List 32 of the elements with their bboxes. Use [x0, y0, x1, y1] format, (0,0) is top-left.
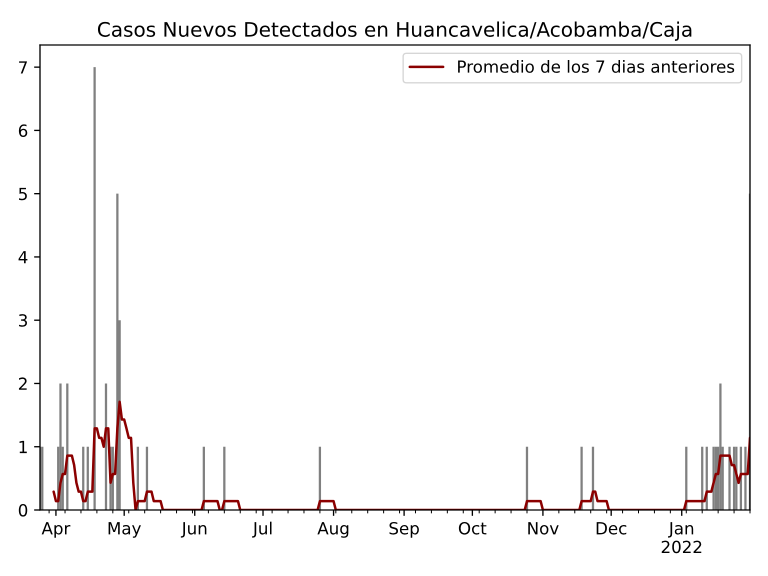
y-tick-label: 5 — [19, 188, 27, 200]
bar — [82, 446, 84, 510]
bar — [223, 446, 226, 510]
y-tick-label: 0 — [18, 504, 28, 517]
bar — [136, 446, 139, 510]
legend-label: Promedio de los 7 dias anteriores — [458, 60, 734, 73]
y-tick-label: 2 — [18, 377, 27, 390]
line-series — [52, 400, 750, 510]
x-tick-label: Dec — [596, 522, 626, 535]
bar — [112, 446, 114, 510]
x-tick-label: May — [108, 522, 141, 538]
bar — [701, 446, 704, 510]
bar — [93, 67, 96, 510]
x-tick-label: Oct — [458, 522, 486, 535]
x-tick-label: Apr — [42, 522, 70, 538]
y-tick-label: 3 — [19, 314, 27, 327]
bar — [685, 446, 688, 510]
bar — [86, 446, 89, 510]
bar — [202, 446, 205, 510]
y-tick-label: 7 — [19, 61, 27, 74]
x-tick-label: Aug — [317, 522, 348, 538]
x-tick-label: Jan 2022 — [662, 522, 702, 554]
chart-title: Casos Nuevos Detectados en Huancavelica/Acobamba/Caja — [98, 21, 692, 41]
x-tick-label: Jun — [180, 522, 206, 538]
bar — [706, 446, 708, 510]
x-tick-label: Sep — [389, 522, 419, 538]
x-tick-label: Nov — [528, 522, 559, 535]
bar — [66, 383, 68, 510]
y-tick-label: 4 — [18, 251, 28, 264]
y-tick-label: 1 — [20, 440, 27, 454]
y-tick-label: 6 — [18, 124, 28, 137]
x-tick-label: Jul — [252, 522, 272, 538]
